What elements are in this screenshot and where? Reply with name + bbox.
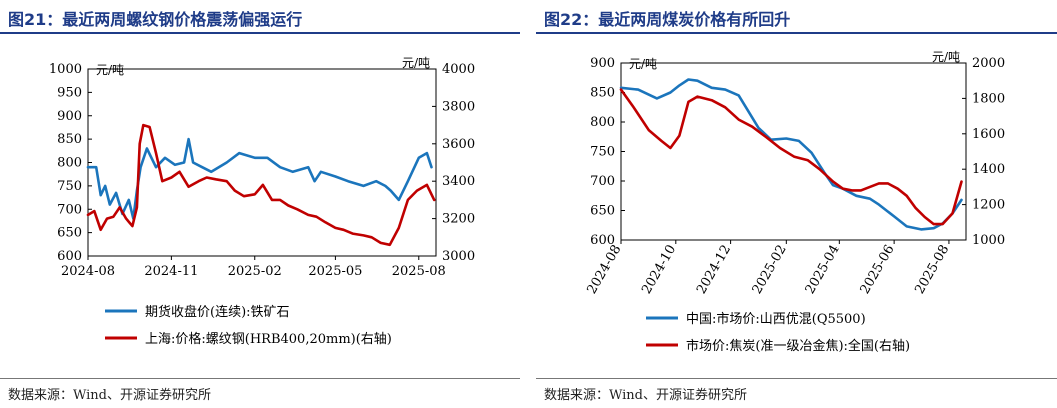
series-line-left-axis: [86, 137, 433, 220]
y-left-tick-label: 800: [57, 156, 82, 171]
x-tick-label: 2025-04: [803, 243, 843, 297]
chart-title: 图22：最近两周煤炭价格有所回升: [544, 10, 791, 29]
legend-label: 中国:市场价:山西优混(Q5500): [686, 311, 866, 327]
series-line-right-axis: [86, 123, 436, 247]
y-right-tick-label: 1800: [972, 91, 1005, 106]
y-left-tick-label: 650: [57, 226, 82, 241]
y-left-tick-label: 750: [57, 179, 82, 194]
y-right-tick-label: 1000: [972, 233, 1005, 248]
y-right-tick-label: 3600: [442, 137, 475, 152]
y-left-tick-label: 900: [57, 109, 82, 124]
x-tick-label: 2025-05: [308, 264, 362, 279]
title-rule: [536, 32, 1057, 34]
y-right-unit-label: 元/吨: [932, 50, 960, 64]
x-tick-label: 2024-08: [584, 243, 624, 297]
y-left-tick-label: 600: [590, 233, 615, 248]
y-left-tick-label: 650: [590, 204, 615, 219]
x-tick-label: 2024-11: [144, 264, 198, 279]
y-right-tick-label: 3200: [442, 212, 475, 227]
x-tick-label: 2025-02: [228, 264, 282, 279]
y-right-tick-label: 1400: [972, 162, 1005, 177]
legend-label: 上海:价格:螺纹钢(HRB400,20mm)(右轴): [145, 331, 392, 347]
source-rule: [0, 378, 520, 379]
y-right-tick-label: 2000: [972, 56, 1005, 71]
title-rule: [0, 32, 520, 34]
legend-label: 市场价:焦炭(准一级冶金焦):全国(右轴): [686, 338, 910, 354]
x-tick-label: 2024-12: [694, 243, 734, 297]
y-left-tick-label: 800: [590, 115, 615, 130]
legend-label: 期货收盘价(连续):铁矿石: [145, 304, 290, 320]
y-left-tick-label: 600: [57, 249, 82, 264]
y-left-tick-label: 700: [590, 174, 615, 189]
y-left-tick-label: 900: [590, 56, 615, 71]
y-left-tick-label: 700: [57, 202, 82, 217]
series-line-right-axis: [619, 88, 963, 226]
chart-panel-steel: 图21：最近两周螺纹钢价格震荡偏强运行 1000 950 900 850 800 750 7…: [0, 0, 520, 408]
y-left-tick-label: 950: [57, 85, 82, 100]
source-note: 数据来源：Wind、开源证券研究所: [8, 388, 211, 403]
source-rule: [536, 378, 1057, 379]
series-line-left-axis: [619, 78, 963, 231]
x-tick-label: 2025-08: [392, 264, 446, 279]
plot-frame: [87, 68, 437, 257]
steel-iron-ore-chart: 1000 950 900 850 800 750 700 650 600 4000 3800 3600…: [49, 56, 475, 347]
x-tick-label: 2025-08: [912, 243, 952, 297]
x-tick-label: 2024-08: [61, 264, 115, 279]
y-right-tick-label: 3400: [442, 174, 475, 189]
y-right-tick-label: 1600: [972, 127, 1005, 142]
y-right-tick-label: 3800: [442, 99, 475, 114]
y-left-tick-label: 850: [57, 132, 82, 147]
y-right-tick-label: 4000: [442, 62, 475, 77]
y-right-unit-label: 元/吨: [402, 56, 430, 70]
y-left-tick-label: 850: [590, 86, 615, 101]
y-right-tick-label: 3000: [442, 249, 475, 264]
y-right-tick-label: 1200: [972, 198, 1005, 213]
x-tick-label: 2025-02: [750, 243, 790, 297]
source-note: 数据来源：Wind、开源证券研究所: [544, 388, 747, 403]
y-left-unit-label: 元/吨: [96, 63, 124, 77]
coal-coke-chart: 900 850 800 750 700 650 600 2000 1800 1600 1400 120…: [584, 50, 1005, 354]
y-left-tick-label: 750: [590, 145, 615, 160]
x-tick-label: 2024-10: [639, 243, 679, 297]
x-tick-label: 2025-06: [858, 243, 898, 297]
y-left-tick-label: 1000: [49, 62, 82, 77]
chart-panel-coal: 图22：最近两周煤炭价格有所回升 900 850 800 750 700 650 600 20…: [536, 0, 1057, 408]
y-left-unit-label: 元/吨: [629, 57, 657, 71]
chart-title: 图21：最近两周螺纹钢价格震荡偏强运行: [8, 10, 303, 29]
